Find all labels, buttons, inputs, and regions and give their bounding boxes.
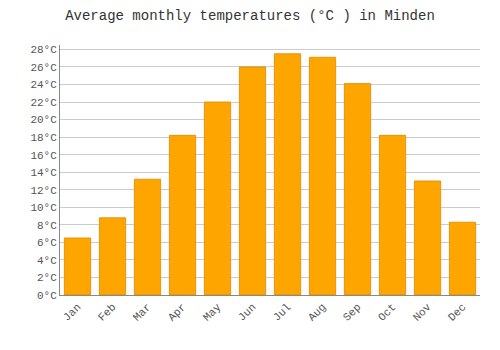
- svg-text:Mar: Mar: [131, 301, 153, 323]
- svg-text:16°C: 16°C: [30, 150, 57, 162]
- svg-text:Jan: Jan: [61, 301, 83, 323]
- svg-text:Aug: Aug: [306, 301, 328, 323]
- svg-text:2°C: 2°C: [37, 272, 57, 284]
- svg-text:Dec: Dec: [446, 301, 468, 323]
- svg-text:24°C: 24°C: [30, 79, 57, 91]
- svg-text:Average monthly temperatures (: Average monthly temperatures (°C ) in Mi…: [65, 8, 435, 24]
- svg-text:10°C: 10°C: [30, 202, 57, 214]
- svg-text:Jul: Jul: [271, 301, 293, 323]
- svg-text:Jun: Jun: [236, 301, 258, 323]
- svg-text:0°C: 0°C: [37, 290, 57, 302]
- svg-text:8°C: 8°C: [37, 220, 57, 232]
- svg-text:Apr: Apr: [166, 301, 188, 323]
- svg-text:12°C: 12°C: [30, 185, 57, 197]
- svg-text:Nov: Nov: [411, 301, 434, 324]
- svg-text:20°C: 20°C: [30, 114, 57, 126]
- svg-text:4°C: 4°C: [37, 255, 57, 267]
- svg-text:14°C: 14°C: [30, 167, 57, 179]
- svg-text:22°C: 22°C: [30, 97, 57, 109]
- svg-text:Oct: Oct: [376, 301, 398, 323]
- svg-text:6°C: 6°C: [37, 237, 57, 249]
- svg-text:28°C: 28°C: [30, 44, 57, 56]
- svg-text:18°C: 18°C: [30, 132, 57, 144]
- svg-text:26°C: 26°C: [30, 62, 57, 74]
- svg-text:Feb: Feb: [96, 301, 118, 323]
- svg-text:Sep: Sep: [341, 301, 363, 323]
- svg-text:May: May: [201, 301, 224, 324]
